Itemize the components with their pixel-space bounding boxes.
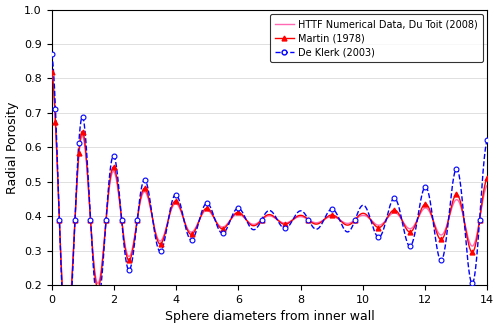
Martin (1978) [111, 165, 117, 169]
Martin (1978) [56, 218, 62, 222]
Martin (1978) [328, 213, 334, 217]
HTTF Numerical Data, Du Toit (2008) [64, 328, 70, 329]
Martin (1978) [80, 130, 86, 134]
Martin (1978) [406, 230, 412, 234]
Line: HTTF Numerical Data, Du Toit (2008): HTTF Numerical Data, Du Toit (2008) [52, 75, 488, 329]
Martin (1978) [484, 176, 490, 180]
Martin (1978) [68, 293, 74, 297]
HTTF Numerical Data, Du Toit (2008) [48, 73, 54, 77]
De Klerk (2003) [306, 218, 312, 222]
Martin (1978) [422, 202, 428, 206]
Martin (1978) [188, 232, 194, 236]
Line: Martin (1978): Martin (1978) [49, 69, 490, 329]
Martin (1978) [352, 218, 358, 222]
De Klerk (2003) [126, 268, 132, 272]
De Klerk (2003) [204, 201, 210, 205]
De Klerk (2003) [103, 218, 109, 222]
De Klerk (2003) [406, 244, 412, 248]
De Klerk (2003) [454, 167, 460, 171]
De Klerk (2003) [80, 115, 86, 119]
De Klerk (2003) [258, 218, 264, 222]
Y-axis label: Radial Porosity: Radial Porosity [6, 101, 18, 193]
De Klerk (2003) [352, 218, 358, 222]
HTTF Numerical Data, Du Toit (2008) [216, 223, 222, 227]
De Klerk (2003) [76, 141, 82, 145]
HTTF Numerical Data, Du Toit (2008) [124, 252, 130, 256]
Line: De Klerk (2003): De Klerk (2003) [49, 52, 490, 329]
HTTF Numerical Data, Du Toit (2008) [476, 222, 482, 226]
De Klerk (2003) [142, 178, 148, 182]
Martin (1978) [88, 218, 94, 222]
HTTF Numerical Data, Du Toit (2008) [429, 215, 435, 219]
HTTF Numerical Data, Du Toit (2008) [484, 183, 490, 187]
De Klerk (2003) [52, 108, 59, 112]
De Klerk (2003) [391, 196, 397, 200]
De Klerk (2003) [438, 259, 444, 263]
De Klerk (2003) [188, 238, 194, 242]
De Klerk (2003) [60, 316, 66, 319]
De Klerk (2003) [469, 281, 475, 285]
Martin (1978) [204, 206, 210, 210]
De Klerk (2003) [68, 305, 74, 309]
De Klerk (2003) [476, 218, 482, 222]
Martin (1978) [72, 218, 78, 222]
Martin (1978) [60, 304, 66, 308]
Martin (1978) [126, 258, 132, 262]
Martin (1978) [220, 227, 226, 231]
De Klerk (2003) [220, 231, 226, 235]
Martin (1978) [391, 208, 397, 212]
Martin (1978) [118, 218, 124, 222]
Martin (1978) [438, 238, 444, 241]
De Klerk (2003) [484, 138, 490, 142]
Martin (1978) [76, 151, 82, 155]
Martin (1978) [48, 69, 54, 73]
Legend: HTTF Numerical Data, Du Toit (2008), Martin (1978), De Klerk (2003): HTTF Numerical Data, Du Toit (2008), Mar… [270, 14, 482, 62]
Martin (1978) [142, 187, 148, 190]
Martin (1978) [96, 286, 102, 290]
De Klerk (2003) [282, 226, 288, 230]
Martin (1978) [158, 242, 164, 246]
De Klerk (2003) [328, 207, 334, 211]
Martin (1978) [282, 222, 288, 226]
De Klerk (2003) [72, 218, 78, 222]
Martin (1978) [476, 218, 482, 222]
Martin (1978) [236, 211, 242, 215]
HTTF Numerical Data, Du Toit (2008) [98, 266, 104, 270]
Martin (1978) [454, 192, 460, 196]
Martin (1978) [306, 218, 312, 222]
De Klerk (2003) [118, 218, 124, 222]
Martin (1978) [103, 218, 109, 222]
Martin (1978) [173, 199, 179, 203]
De Klerk (2003) [376, 235, 382, 239]
Martin (1978) [52, 119, 59, 123]
De Klerk (2003) [111, 154, 117, 158]
De Klerk (2003) [158, 249, 164, 253]
HTTF Numerical Data, Du Toit (2008) [234, 212, 240, 216]
Martin (1978) [134, 218, 140, 222]
Martin (1978) [469, 250, 475, 254]
De Klerk (2003) [96, 298, 102, 302]
Martin (1978) [258, 218, 264, 222]
De Klerk (2003) [88, 218, 94, 222]
De Klerk (2003) [134, 218, 140, 222]
De Klerk (2003) [173, 192, 179, 196]
Martin (1978) [376, 226, 382, 230]
De Klerk (2003) [422, 185, 428, 189]
De Klerk (2003) [48, 52, 54, 56]
X-axis label: Sphere diameters from inner wall: Sphere diameters from inner wall [164, 311, 374, 323]
De Klerk (2003) [56, 218, 62, 222]
De Klerk (2003) [236, 206, 242, 210]
